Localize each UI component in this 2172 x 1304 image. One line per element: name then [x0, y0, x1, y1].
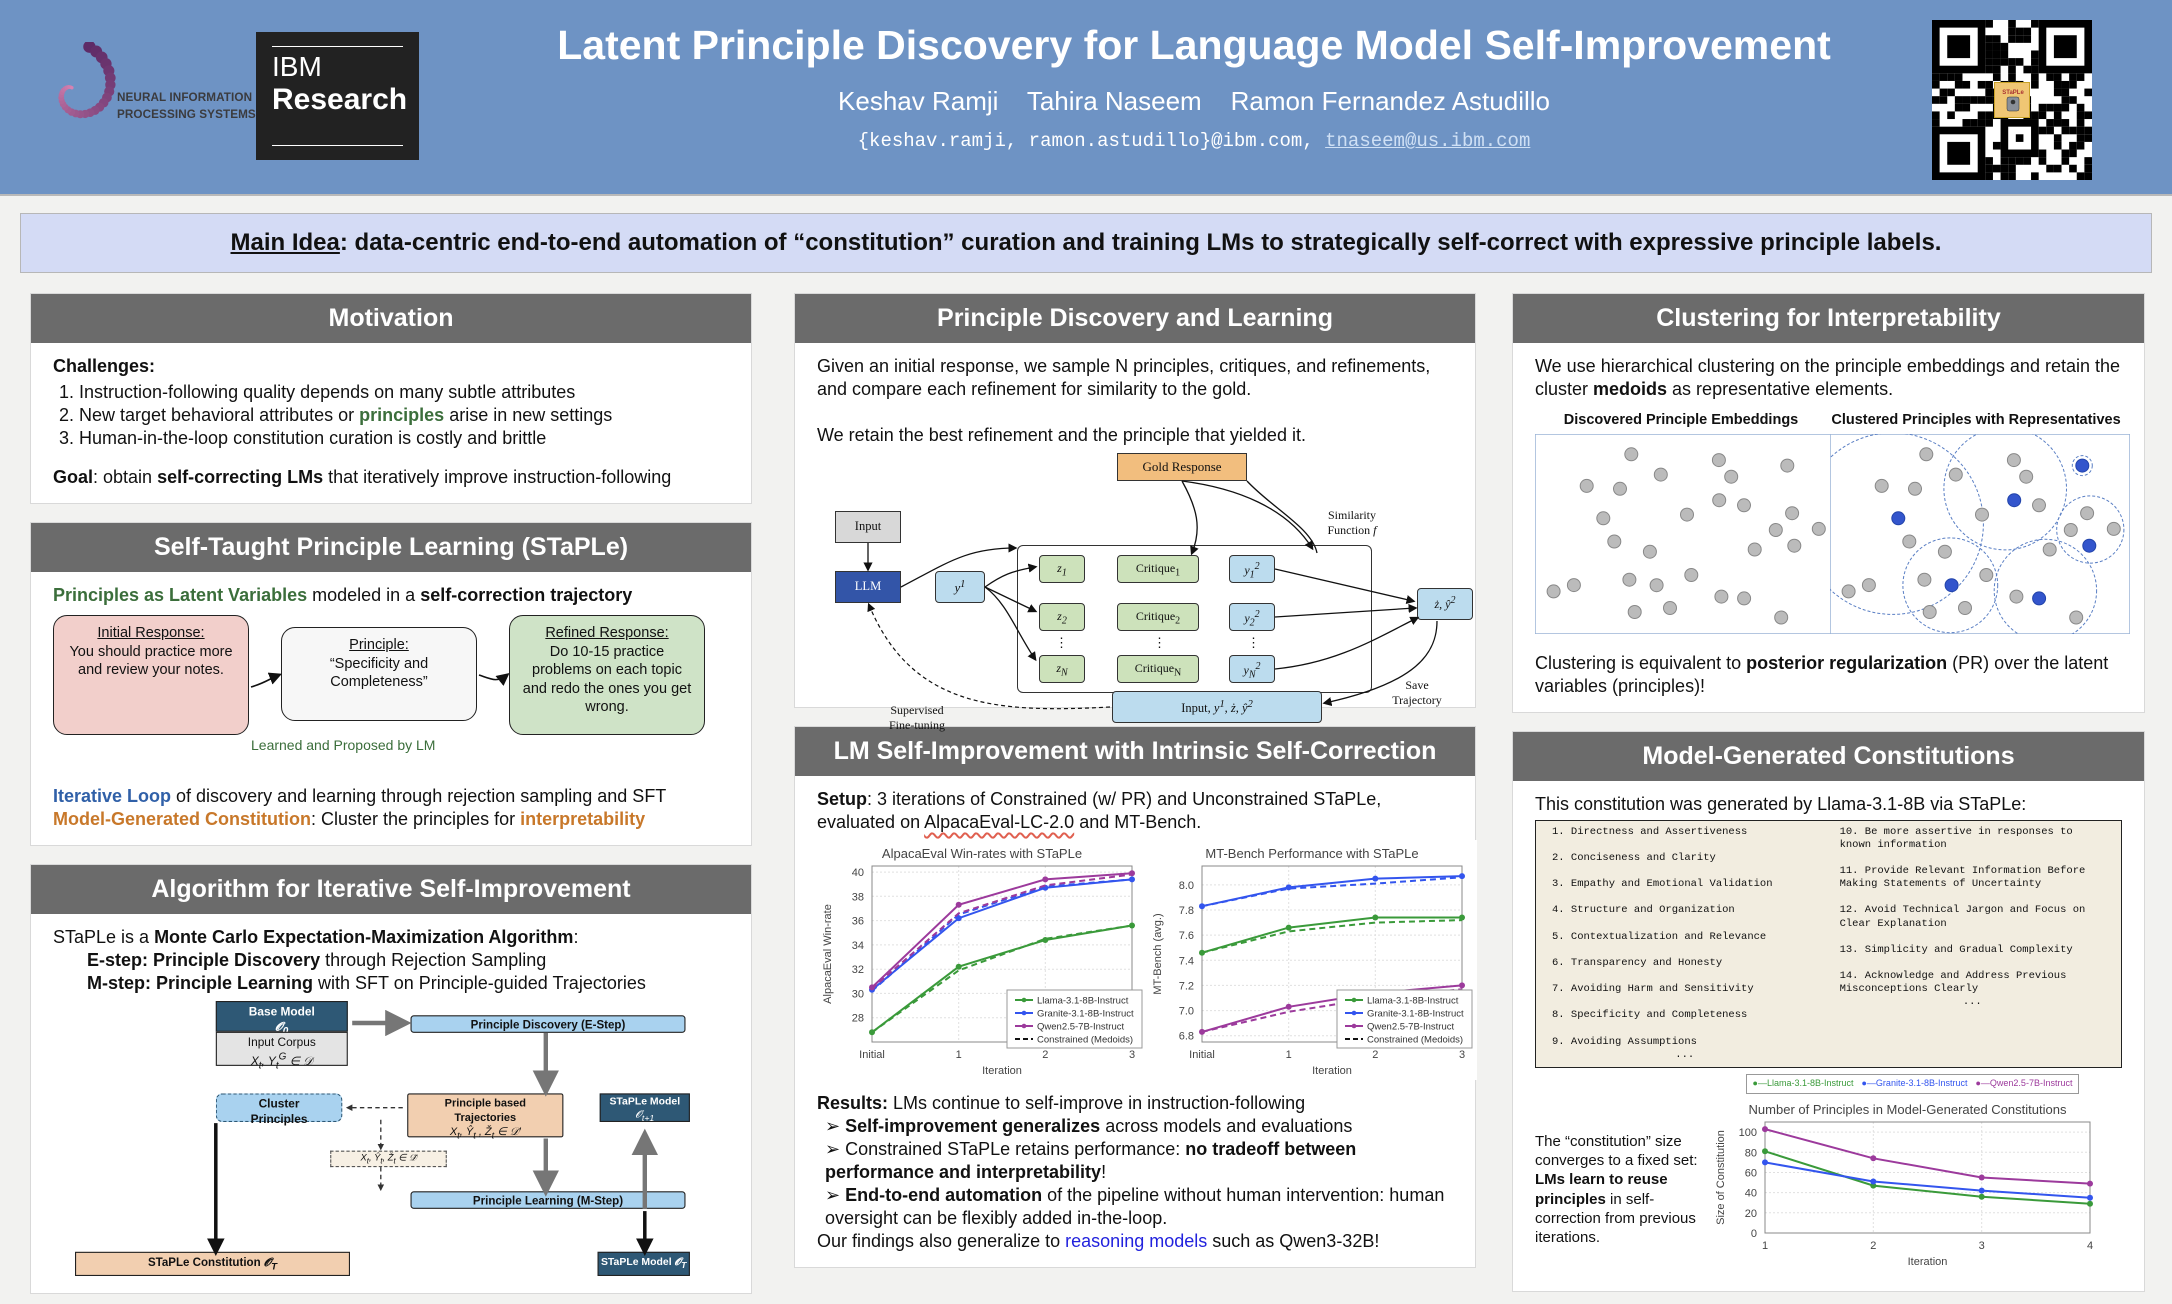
svg-text:4: 4	[2087, 1240, 2093, 1252]
svg-text:2: 2	[1372, 1049, 1378, 1061]
svg-text:3: 3	[1129, 1049, 1135, 1061]
svg-text:34: 34	[852, 940, 864, 952]
svg-text:Qwen2.5-7B-Instruct: Qwen2.5-7B-Instruct	[1037, 1022, 1124, 1033]
svg-text:8.0: 8.0	[1179, 880, 1194, 892]
svg-text:MT-Bench Performance with STaP: MT-Bench Performance with STaPLe	[1205, 846, 1418, 861]
svg-text:Qwen2.5-7B-Instruct: Qwen2.5-7B-Instruct	[1367, 1022, 1454, 1033]
svg-text:Constrained (Medoids): Constrained (Medoids)	[1367, 1035, 1463, 1046]
svg-text:Llama-3.1-8B-Instruct: Llama-3.1-8B-Instruct	[1037, 996, 1129, 1007]
svg-text:Iteration: Iteration	[1312, 1065, 1352, 1077]
svg-text:7.0: 7.0	[1179, 1006, 1194, 1018]
svg-text:100: 100	[1739, 1127, 1757, 1139]
svg-text:Constrained (Medoids): Constrained (Medoids)	[1037, 1035, 1133, 1046]
svg-text:7.6: 7.6	[1179, 930, 1194, 942]
svg-text:3: 3	[1459, 1049, 1465, 1061]
svg-text:30: 30	[852, 989, 864, 1001]
svg-text:80: 80	[1745, 1147, 1757, 1159]
svg-text:7.8: 7.8	[1179, 905, 1194, 917]
svg-text:32: 32	[852, 964, 864, 976]
svg-text:40: 40	[1745, 1187, 1757, 1199]
svg-text:AlpacaEval Win-rate: AlpacaEval Win-rate	[822, 904, 834, 1004]
svg-text:2: 2	[1042, 1049, 1048, 1061]
svg-text:7.2: 7.2	[1179, 981, 1194, 993]
svg-text:36: 36	[852, 916, 864, 928]
svg-text:28: 28	[852, 1013, 864, 1025]
svg-text:60: 60	[1745, 1167, 1757, 1179]
svg-text:Size of Constitution: Size of Constitution	[1715, 1130, 1727, 1225]
svg-text:7.4: 7.4	[1179, 955, 1194, 967]
svg-text:0: 0	[1751, 1228, 1757, 1240]
svg-text:MT-Bench (avg.): MT-Bench (avg.)	[1152, 914, 1164, 995]
svg-text:Iteration: Iteration	[1908, 1256, 1948, 1268]
svg-text:Llama-3.1-8B-Instruct: Llama-3.1-8B-Instruct	[1367, 996, 1459, 1007]
svg-text:Granite-3.1-8B-Instruct: Granite-3.1-8B-Instruct	[1037, 1009, 1134, 1020]
svg-text:2: 2	[1870, 1240, 1876, 1252]
svg-text:1: 1	[1286, 1049, 1292, 1061]
svg-text:Initial: Initial	[1189, 1049, 1215, 1061]
svg-text:20: 20	[1745, 1207, 1757, 1219]
svg-text:Number of Principles in Model-: Number of Principles in Model-Generated …	[1749, 1102, 2067, 1117]
svg-text:1: 1	[1762, 1240, 1768, 1252]
svg-text:6.8: 6.8	[1179, 1031, 1194, 1043]
svg-text:Initial: Initial	[859, 1049, 885, 1061]
svg-text:Granite-3.1-8B-Instruct: Granite-3.1-8B-Instruct	[1367, 1009, 1464, 1020]
svg-text:Iteration: Iteration	[982, 1065, 1022, 1077]
svg-text:3: 3	[1979, 1240, 1985, 1252]
svg-text:AlpacaEval Win-rates with STaP: AlpacaEval Win-rates with STaPLe	[882, 846, 1082, 861]
svg-text:38: 38	[852, 891, 864, 903]
svg-text:40: 40	[852, 867, 864, 879]
svg-text:1: 1	[956, 1049, 962, 1061]
svg-text:STaPLe: STaPLe	[2002, 90, 2024, 96]
